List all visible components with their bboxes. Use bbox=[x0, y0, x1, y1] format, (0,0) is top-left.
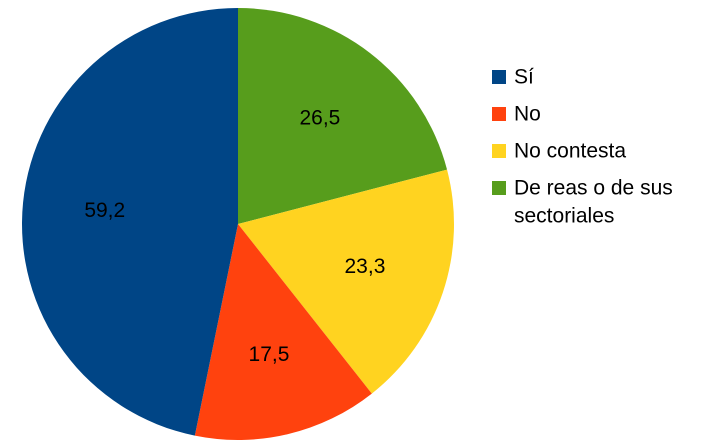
pie-value-labels: 26,5 23,3 17,5 59,2 bbox=[84, 107, 385, 366]
legend-label-1-line-0: No bbox=[514, 103, 541, 126]
legend-label-2-line-0: No contesta bbox=[514, 140, 626, 163]
legend-swatch-3 bbox=[492, 181, 506, 195]
legend-swatch-0 bbox=[492, 70, 506, 84]
legend-label-0-line-0: Sí bbox=[514, 66, 534, 89]
pie-value-label-0: 59,2 bbox=[84, 199, 125, 222]
legend-label-3-line-1: sectoriales bbox=[514, 205, 614, 228]
legend-label-3-line-0: De reas o de sus bbox=[514, 177, 673, 200]
pie-slice-2 bbox=[238, 169, 454, 394]
pie-value-label-1: 17,5 bbox=[249, 343, 290, 366]
legend-swatch-1 bbox=[492, 107, 506, 121]
pie-slices bbox=[22, 8, 454, 440]
pie-slice-3 bbox=[238, 8, 448, 224]
pie-slice-0 bbox=[22, 8, 239, 436]
pie-value-label-3: 26,5 bbox=[299, 107, 340, 130]
legend-swatch-2 bbox=[492, 144, 506, 158]
pie-value-label-2: 23,3 bbox=[345, 255, 386, 278]
pie-slice-1 bbox=[194, 224, 372, 440]
legend: Sí No No contesta De reas o de sus sectorial… bbox=[492, 66, 673, 228]
